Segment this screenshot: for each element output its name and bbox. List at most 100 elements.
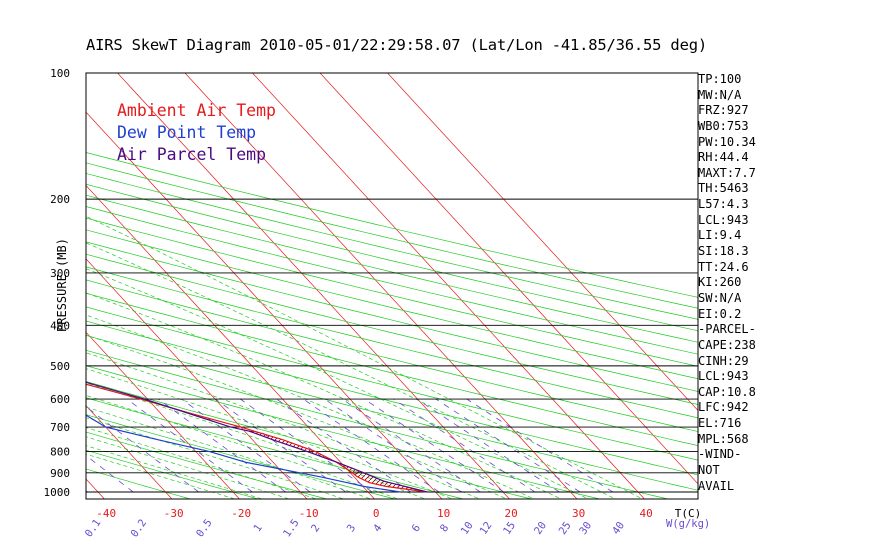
- moist-adiabat-line: [86, 292, 563, 499]
- dry-adiabat-line: [86, 183, 698, 332]
- index-item: TT:24.6: [698, 259, 749, 274]
- mixing-ratio-label: 0.5: [194, 517, 215, 539]
- parcel-temp-line: [86, 381, 428, 493]
- x-tick-bottom-label: -40: [96, 507, 116, 520]
- index-item: NOT: [698, 463, 720, 478]
- mixing-ratio-label: 0.1: [83, 517, 104, 539]
- isotherm-line: [86, 478, 105, 499]
- plot-area-series: [86, 381, 428, 493]
- index-item: L57:4.3: [698, 197, 749, 212]
- x-tick-bottom-label: -30: [164, 507, 184, 520]
- mixing-ratio-label: 12: [477, 520, 494, 537]
- index-item: LFC:942: [698, 400, 749, 415]
- mixing-ratio-line: [86, 490, 88, 493]
- mixing-ratio-line: [126, 398, 253, 493]
- mixing-ratio-line: [86, 454, 134, 493]
- ambient-temp-line: [86, 383, 428, 493]
- y-tick-label: 700: [50, 421, 70, 434]
- y-axis-label: PRESSURE (MB): [55, 238, 69, 332]
- legend-ambient-air-temp: Ambient Air Temp: [117, 101, 276, 120]
- isotherm-line: [86, 184, 375, 499]
- moist-adiabat-line: [86, 436, 291, 499]
- index-item: FRZ:927: [698, 103, 749, 118]
- dry-adiabat-line: [86, 162, 698, 309]
- index-item: EI:0.2: [698, 306, 742, 321]
- isotherm-line: [319, 73, 698, 485]
- mixing-ratio-label: 30: [577, 520, 594, 537]
- mixing-ratio-line: [86, 406, 199, 493]
- dry-adiabat-line: [86, 381, 533, 499]
- mixing-ratio-label: 3: [345, 522, 358, 534]
- dry-adiabat-line: [86, 349, 670, 499]
- index-item: RH:44.4: [698, 150, 749, 165]
- mixing-ratio-label: 4: [371, 522, 384, 534]
- dry-adiabat-line: [86, 241, 698, 392]
- index-item: CAPE:238: [698, 337, 756, 352]
- index-item: WB0:753: [698, 118, 749, 133]
- y-tick-label: 300: [50, 267, 70, 280]
- mixing-ratio-label: 15: [501, 520, 518, 537]
- dry-adiabat-line: [86, 279, 698, 432]
- x-tick-bottom-label: 10: [437, 507, 450, 520]
- isotherm-line: [0, 73, 39, 501]
- mixing-ratio-line: [239, 398, 373, 493]
- mixing-ratio-label: 1: [251, 522, 264, 534]
- dry-adiabat-line: [86, 173, 698, 320]
- dry-adiabat-line: [86, 431, 329, 499]
- dry-adiabat-line: [86, 253, 698, 405]
- y-tick-label: 400: [50, 319, 70, 332]
- index-item: CAP:10.8: [698, 384, 756, 399]
- dry-adiabat-line: [86, 449, 260, 499]
- dry-adiabat-line: [86, 217, 698, 367]
- dry-adiabat-line: [86, 266, 698, 419]
- isotherm-line: [387, 73, 698, 411]
- mixing-ratio-label: 10: [459, 520, 476, 537]
- isotherm-line: [86, 405, 173, 499]
- x-tick-bottom-label: 20: [505, 507, 518, 520]
- y-tick-label: 1000: [44, 486, 71, 499]
- index-item: MAXT:7.7: [698, 165, 756, 180]
- mixing-ratio-line: [466, 398, 614, 493]
- chart-title: AIRS SkewT Diagram 2010-05-01/22:29:58.0…: [86, 36, 707, 54]
- mixing-ratio-label: 20: [532, 520, 549, 537]
- y-tick-label: 500: [50, 360, 70, 373]
- y-tick-label: 600: [50, 393, 70, 406]
- mixing-ratio-label: 25: [557, 520, 574, 537]
- x-tick-bottom-label: 40: [640, 507, 653, 520]
- index-item: -PARCEL-: [698, 322, 756, 337]
- mixing-ratio-label: 1.5: [281, 517, 302, 539]
- mixing-ratio-label: 6: [410, 522, 423, 534]
- index-item: SW:N/A: [698, 290, 742, 305]
- index-item: SI:18.3: [698, 244, 749, 259]
- dewpoint-line: [86, 414, 401, 493]
- dry-adiabat-line: [86, 365, 602, 499]
- moist-adiabat-line: [86, 334, 508, 499]
- mixing-ratio-unit-label: W(g/kg): [666, 518, 710, 530]
- index-item: TH:5463: [698, 181, 749, 196]
- moist-adiabat-line: [86, 268, 590, 499]
- mixing-ratio-label: 8: [438, 522, 451, 534]
- index-item: TP:100: [698, 72, 742, 86]
- x-tick-bottom-label: -10: [299, 507, 319, 520]
- index-item: MW:N/A: [698, 87, 742, 102]
- dry-adiabat-line: [86, 152, 698, 298]
- mixing-ratio-label: 2: [309, 522, 322, 534]
- index-item: LI:9.4: [698, 228, 742, 243]
- dry-adiabat-line: [86, 194, 698, 343]
- isotherm-line: [184, 73, 578, 499]
- index-item: LCL:943: [698, 212, 749, 227]
- y-tick-label: 200: [50, 193, 70, 206]
- moist-adiabat-line: [86, 352, 481, 499]
- series-layer: [86, 381, 428, 493]
- plot-frame: [85, 72, 699, 500]
- dry-adiabat-line: [86, 306, 698, 461]
- index-item: LCL:943: [698, 369, 749, 384]
- grid-layer: [0, 73, 698, 501]
- mixing-ratio-line: [158, 398, 286, 493]
- index-item: PW:10.34: [698, 134, 756, 149]
- mixing-ratio-label: 40: [610, 520, 627, 537]
- moist-adiabat-line: [86, 215, 644, 499]
- moist-adiabat-line: [86, 427, 318, 499]
